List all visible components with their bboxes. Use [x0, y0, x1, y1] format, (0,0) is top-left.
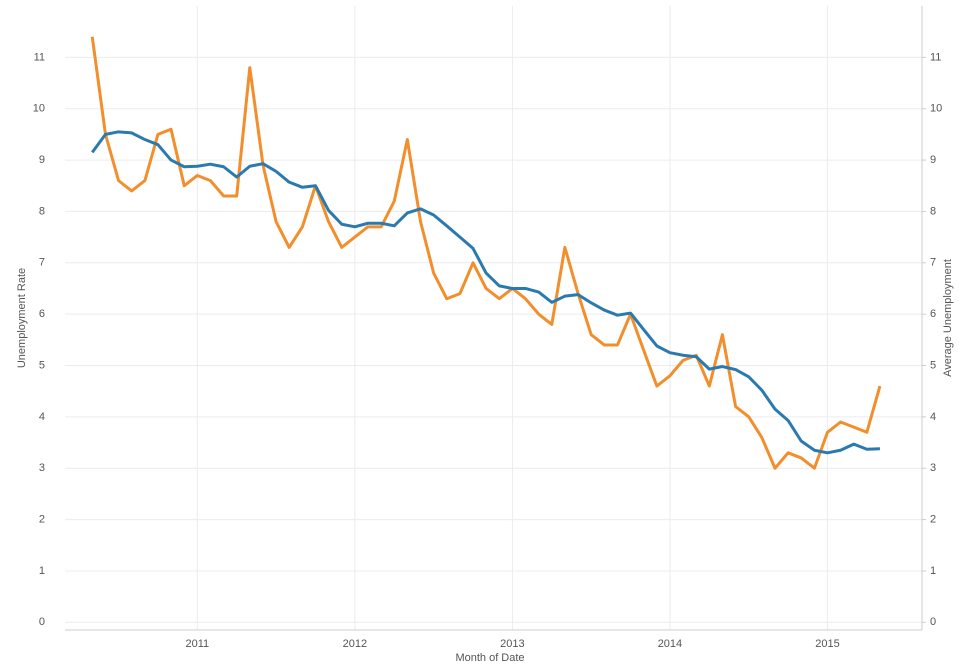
y2-tick-label: 7 [930, 257, 936, 269]
x-tick-label: 2013 [500, 638, 524, 650]
y2-tick-label: 3 [930, 462, 936, 474]
y-tick-label: 7 [39, 257, 45, 269]
y2-tick-label: 9 [930, 154, 936, 166]
y2-tick-label: 2 [930, 513, 936, 525]
y2-axis-label: Average Unemployment [942, 259, 954, 377]
x-tick-label: 2012 [343, 638, 367, 650]
x-tick-label: 2014 [658, 638, 682, 650]
y2-tick-label: 1 [930, 565, 936, 577]
y-tick-label: 8 [39, 205, 45, 217]
y-tick-label: 2 [39, 513, 45, 525]
y-tick-label: 1 [39, 565, 45, 577]
y2-tick-label: 11 [930, 51, 941, 63]
y2-tick-label: 0 [930, 616, 936, 628]
y-tick-label: 10 [33, 103, 45, 115]
y2-tick-label: 4 [930, 411, 936, 423]
y-tick-label: 6 [39, 308, 45, 320]
y2-tick-label: 6 [930, 308, 936, 320]
x-tick-label: 2011 [186, 638, 210, 650]
y-tick-label: 9 [39, 154, 45, 166]
x-tick-label: 2015 [815, 638, 839, 650]
y-tick-label: 11 [34, 51, 45, 63]
y2-tick-label: 10 [930, 103, 942, 115]
y-tick-label: 4 [39, 411, 45, 423]
y2-tick-label: 5 [930, 359, 936, 371]
y-tick-label: 0 [39, 616, 45, 628]
series-line [91, 130, 880, 455]
x-axis-label: Month of Date [455, 652, 524, 664]
y-tick-label: 3 [39, 462, 45, 474]
y2-tick-label: 8 [930, 205, 936, 217]
y-tick-label: 5 [39, 359, 45, 371]
y-axis-label: Unemployment Rate [16, 268, 28, 368]
series-line [90, 36, 882, 470]
